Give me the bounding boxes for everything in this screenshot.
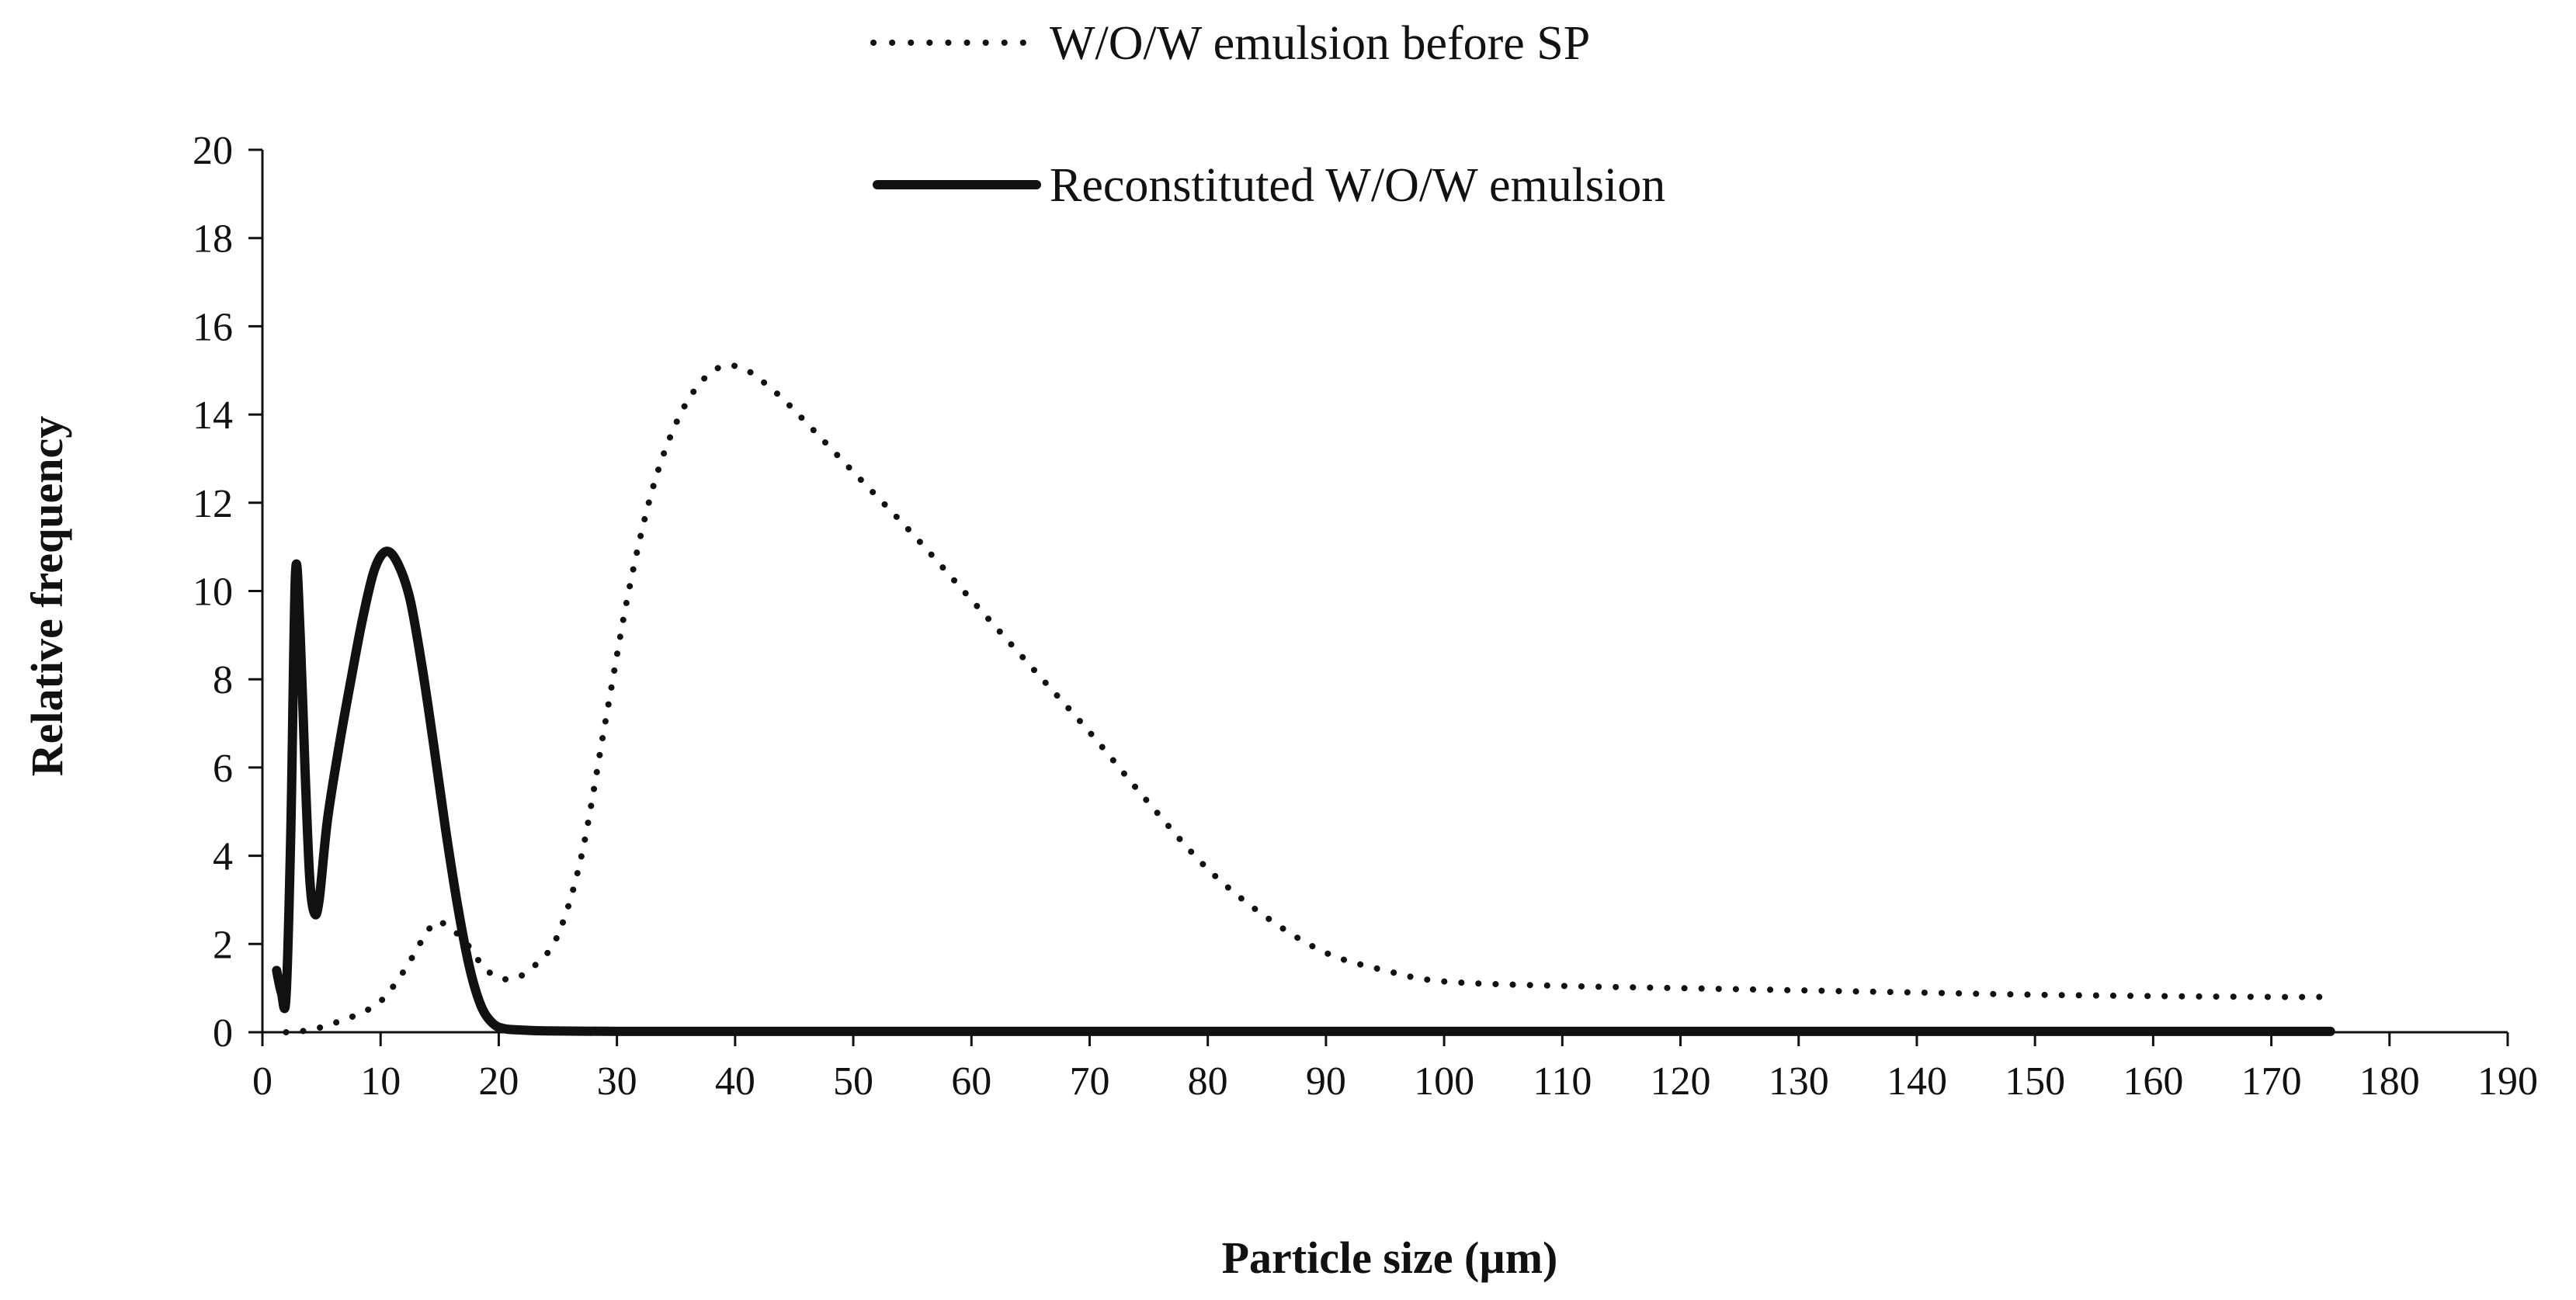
legend: W/O/W emulsion before SP Reconstituted W…	[870, 17, 1665, 212]
x-tick-label: 10	[360, 1059, 401, 1104]
legend-label-reconstituted: Reconstituted W/O/W emulsion	[1050, 159, 1665, 212]
series-line-reconstituted	[272, 546, 2335, 1036]
x-tick-label: 150	[2005, 1059, 2065, 1104]
x-tick-label: 80	[1188, 1059, 1228, 1104]
x-tick-label: 60	[951, 1059, 991, 1104]
x-tick-label: 50	[833, 1059, 873, 1104]
x-tick-label: 30	[597, 1059, 637, 1104]
x-ticks: 0 10 20 30 40 50 60 70 80 90 100 110 120 130 140 150 160…	[252, 1032, 2538, 1104]
x-tick-label: 180	[2359, 1059, 2420, 1104]
y-tick-label: 2	[213, 923, 233, 967]
x-tick-label: 0	[252, 1059, 273, 1104]
x-tick-label: 70	[1069, 1059, 1109, 1104]
y-tick-label: 16	[193, 305, 233, 349]
y-tick-label: 8	[213, 658, 233, 702]
x-axis-title: Particle size (µm)	[1222, 1232, 1558, 1283]
y-ticks: 0 2 4 6 8 10 12 14 16 18 20	[193, 129, 262, 1056]
y-tick-label: 0	[213, 1011, 233, 1056]
x-tick-label: 120	[1651, 1059, 1711, 1104]
x-tick-label: 90	[1306, 1059, 1346, 1104]
y-tick-label: 18	[193, 217, 233, 262]
y-tick-label: 12	[193, 482, 233, 526]
x-tick-label: 40	[715, 1059, 755, 1104]
x-tick-label: 170	[2241, 1059, 2302, 1104]
x-tick-label: 140	[1887, 1059, 1947, 1104]
y-axis-title: Relative frequency	[22, 416, 72, 776]
y-tick-label: 14	[193, 393, 233, 438]
x-tick-label: 160	[2123, 1059, 2183, 1104]
plot-lines	[272, 362, 2335, 1036]
y-tick-label: 10	[193, 570, 233, 615]
y-tick-label: 6	[213, 747, 233, 791]
x-tick-label: 190	[2477, 1059, 2538, 1104]
x-tick-label: 110	[1533, 1059, 1592, 1104]
axes: 0 2 4 6 8 10 12 14 16 18 20 0 10 20 30 40 50 60 70 80 90 100…	[193, 129, 2538, 1104]
y-tick-label: 20	[193, 129, 233, 173]
legend-label-before-sp: W/O/W emulsion before SP	[1050, 17, 1590, 70]
x-tick-label: 20	[478, 1059, 519, 1104]
x-tick-label: 130	[1769, 1059, 1829, 1104]
y-tick-label: 4	[213, 835, 233, 879]
x-tick-label: 100	[1414, 1059, 1474, 1104]
series-line-before-sp	[283, 362, 2334, 1035]
